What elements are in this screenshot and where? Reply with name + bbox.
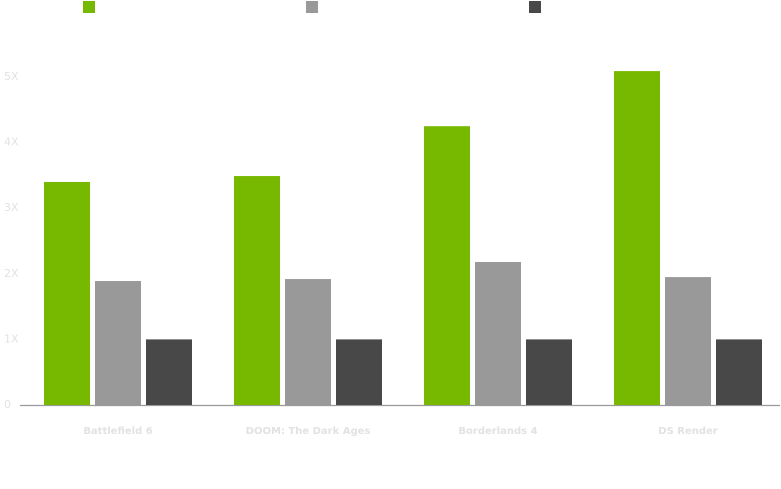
bar xyxy=(475,261,521,405)
y-tick-label: 0 xyxy=(4,398,11,411)
bar xyxy=(614,71,660,405)
y-tick-label: 2X xyxy=(4,267,19,280)
bar xyxy=(234,176,280,405)
bar xyxy=(285,279,331,405)
bar xyxy=(336,339,382,405)
legend-swatch xyxy=(306,1,318,13)
bar xyxy=(665,277,711,405)
y-tick-label: 4X xyxy=(4,136,19,149)
x-tick-label: Borderlands 4 xyxy=(458,426,537,437)
bar xyxy=(95,281,141,405)
y-tick-label: 5X xyxy=(4,70,19,83)
bar xyxy=(526,339,572,405)
x-tick-label: Battlefield 6 xyxy=(83,426,152,437)
legend-swatch xyxy=(529,1,541,13)
bar xyxy=(424,126,470,405)
x-tick-label: DOOM: The Dark Ages xyxy=(246,426,371,437)
x-tick-label: DS Render xyxy=(658,426,718,437)
bar xyxy=(44,181,90,405)
legend-swatch xyxy=(83,1,95,13)
bar xyxy=(146,339,192,405)
y-tick-label: 1X xyxy=(4,332,19,345)
y-tick-label: 3X xyxy=(4,201,19,214)
bar xyxy=(716,339,762,405)
